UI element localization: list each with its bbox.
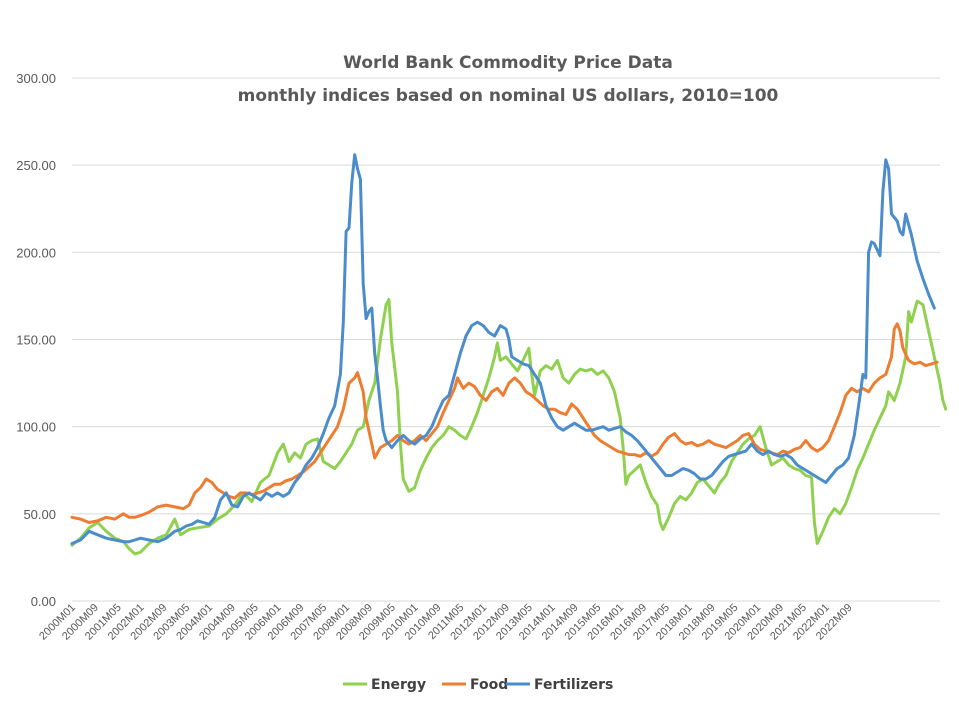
y-tick-label: 250.00 bbox=[16, 158, 56, 173]
y-tick-label: 0.00 bbox=[31, 594, 56, 609]
x-axis-ticks: 2000M012000M092001M052002M012002M092003M… bbox=[37, 602, 855, 643]
y-tick-label: 50.00 bbox=[23, 507, 56, 522]
chart-title: World Bank Commodity Price Data bbox=[343, 53, 673, 73]
y-tick-label: 200.00 bbox=[16, 245, 56, 260]
series-line-food bbox=[70, 322, 939, 524]
series-lines bbox=[70, 153, 948, 556]
y-tick-label: 100.00 bbox=[16, 420, 56, 435]
y-tick-label: 150.00 bbox=[16, 333, 56, 348]
legend-label-energy: Energy bbox=[371, 677, 426, 693]
legend-label-fertilizers: Fertilizers bbox=[534, 677, 613, 693]
legend-label-food: Food bbox=[470, 677, 508, 693]
chart-subtitle: monthly indices based on nominal US doll… bbox=[238, 86, 779, 106]
legend: Energy Food Fertilizers bbox=[343, 677, 613, 693]
series-line-fertilizers bbox=[70, 153, 936, 545]
y-tick-label: 300.00 bbox=[16, 71, 56, 86]
series-line-energy bbox=[70, 297, 948, 556]
y-axis-ticks: 0.00 50.00 100.00 150.00 200.00 250.00 300.00 bbox=[16, 71, 56, 609]
